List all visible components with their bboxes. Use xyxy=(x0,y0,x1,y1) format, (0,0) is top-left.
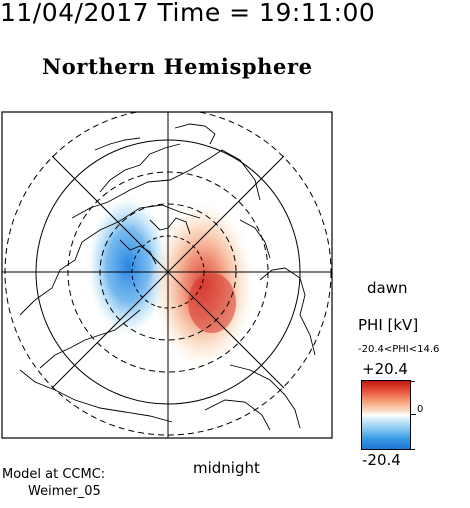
colorbar-max-label: +20.4 xyxy=(362,360,408,378)
colorbar-tick xyxy=(411,414,416,415)
meridian-lines xyxy=(2,112,332,438)
colorbar-range: -20.4<PHI<14.6 xyxy=(358,344,440,355)
colorbar xyxy=(361,380,411,450)
colorbar-tick xyxy=(411,449,415,450)
colorbar-min-label: -20.4 xyxy=(362,451,401,469)
colorbar-zero-label: 0 xyxy=(417,404,424,415)
plot-title: Northern Hemisphere xyxy=(42,54,313,79)
model-name: Weimer_05 xyxy=(28,484,101,499)
polar-map xyxy=(1,111,333,439)
colorbar-tick xyxy=(411,381,415,382)
map-frame xyxy=(1,111,333,439)
model-credit: Model at CCMC: xyxy=(2,467,106,482)
colorbar-title: PHI [kV] xyxy=(358,316,419,334)
dawn-label: dawn xyxy=(367,279,408,297)
timestamp: 11/04/2017 Time = 19:11:00 xyxy=(0,0,376,27)
coastlines xyxy=(19,123,316,431)
midnight-label: midnight xyxy=(193,459,260,477)
